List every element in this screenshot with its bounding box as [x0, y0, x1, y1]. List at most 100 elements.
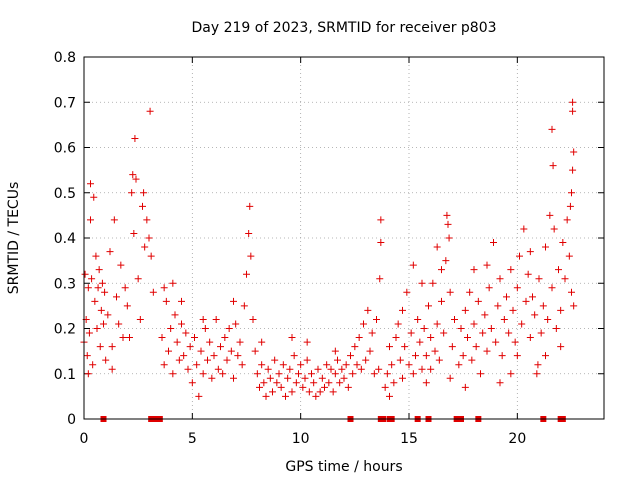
data-point [412, 352, 419, 360]
data-point [544, 315, 552, 323]
data-point [409, 261, 417, 269]
data-point [258, 338, 266, 346]
data-point [136, 315, 144, 323]
gridlines [84, 57, 604, 419]
data-point [457, 325, 465, 332]
data-point [427, 365, 435, 373]
data-point [316, 388, 324, 396]
data-point [466, 288, 474, 296]
data-point [566, 202, 574, 210]
x-tick-label: 5 [188, 431, 197, 447]
data-point [182, 329, 190, 337]
data-point [160, 361, 168, 369]
data-point [376, 275, 384, 283]
data-point [85, 329, 93, 337]
data-point [440, 329, 448, 337]
data-point [139, 202, 146, 210]
data-point [388, 361, 396, 369]
data-point [448, 343, 456, 351]
data-point [243, 270, 250, 278]
data-point [414, 315, 422, 323]
data-point [568, 189, 575, 197]
data-point [479, 329, 487, 337]
data-point [91, 297, 99, 305]
data-point [167, 325, 175, 332]
data-point [160, 284, 168, 292]
data-point [340, 374, 348, 382]
data-point [308, 370, 315, 378]
data-point [531, 311, 539, 319]
data-point [559, 239, 567, 247]
data-point [459, 352, 467, 360]
data-point [253, 370, 261, 378]
data-point [178, 297, 185, 305]
data-point [128, 189, 136, 197]
y-axis-label: SRMTID / TECUs [6, 182, 22, 295]
data-point [146, 107, 154, 115]
data-point [386, 343, 393, 351]
data-point [266, 374, 274, 382]
data-point [131, 134, 139, 142]
data-point [401, 343, 409, 351]
data-point [299, 383, 307, 391]
data-point [277, 383, 285, 391]
data-point [375, 365, 383, 373]
data-points [80, 98, 578, 400]
data-point [548, 125, 556, 133]
x-tick-label: 0 [80, 431, 89, 447]
data-point [534, 361, 542, 369]
data-point [206, 338, 214, 346]
data-point [492, 338, 500, 346]
data-point [246, 202, 254, 210]
data-point [98, 279, 106, 287]
data-point [303, 338, 311, 346]
data-point [208, 374, 216, 382]
data-point [84, 370, 92, 378]
data-point [191, 334, 198, 342]
data-point [264, 365, 272, 373]
data-point [197, 347, 205, 355]
data-point [162, 297, 170, 305]
data-point [88, 275, 96, 283]
data-point [236, 338, 244, 346]
data-point [477, 370, 484, 378]
data-point [370, 370, 378, 378]
data-point [569, 98, 577, 106]
data-point [81, 270, 89, 278]
data-point [269, 388, 276, 396]
data-point [373, 315, 380, 323]
data-point [321, 383, 328, 391]
data-point [409, 370, 417, 378]
data-point [89, 361, 97, 369]
data-point [403, 288, 411, 296]
data-point [184, 365, 192, 373]
x-tick-label: 20 [508, 431, 526, 447]
data-point [329, 388, 337, 396]
data-point [282, 392, 289, 400]
y-tick-label: 0.3 [54, 276, 76, 292]
data-point [418, 279, 426, 287]
data-point [108, 365, 116, 373]
data-point [240, 302, 248, 310]
data-point [108, 343, 116, 351]
data-point [349, 370, 357, 378]
data-point [392, 334, 400, 342]
data-point [537, 329, 545, 337]
data-point [542, 243, 549, 251]
data-point [310, 379, 318, 387]
data-point [418, 365, 426, 373]
data-point [433, 320, 441, 328]
data-point [399, 374, 406, 382]
data-point [258, 361, 266, 369]
data-point [524, 270, 532, 278]
data-point [169, 370, 177, 378]
data-point [433, 243, 441, 251]
data-point [117, 261, 125, 269]
data-point [288, 388, 296, 396]
data-point [342, 361, 350, 369]
data-point [94, 284, 102, 292]
data-point [386, 392, 393, 400]
data-point [422, 352, 430, 360]
data-point [355, 334, 363, 342]
